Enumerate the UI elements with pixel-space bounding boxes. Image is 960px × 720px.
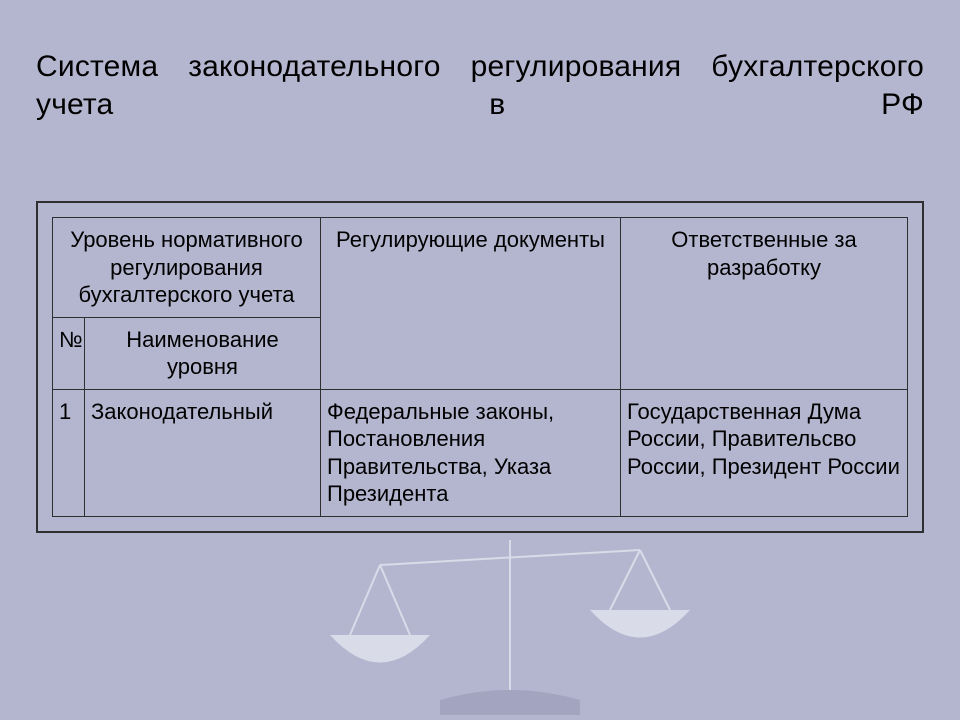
slide-content: Система законодательного регулирования б… (0, 0, 960, 720)
table-header-row: Уровень нормативного регулирования бухга… (53, 218, 908, 318)
slide-title: Система законодательного регулирования б… (36, 48, 924, 163)
table-container: Уровень нормативного регулирования бухга… (36, 201, 924, 533)
table-row: 1 Законодательный Федеральные законы, По… (53, 389, 908, 516)
header-level: Уровень нормативного регулирования бухга… (53, 218, 321, 318)
header-name: Наименование уровня (85, 317, 321, 389)
header-num: № (53, 317, 85, 389)
cell-name: Законодательный (85, 389, 321, 516)
cell-docs: Федеральные законы, Постановления Правит… (321, 389, 621, 516)
regulation-table: Уровень нормативного регулирования бухга… (52, 217, 908, 517)
header-docs: Регулирующие документы (321, 218, 621, 390)
cell-resp: Государственная Дума России, Правительсв… (621, 389, 908, 516)
cell-num: 1 (53, 389, 85, 516)
header-resp: Ответственные за разработку (621, 218, 908, 390)
